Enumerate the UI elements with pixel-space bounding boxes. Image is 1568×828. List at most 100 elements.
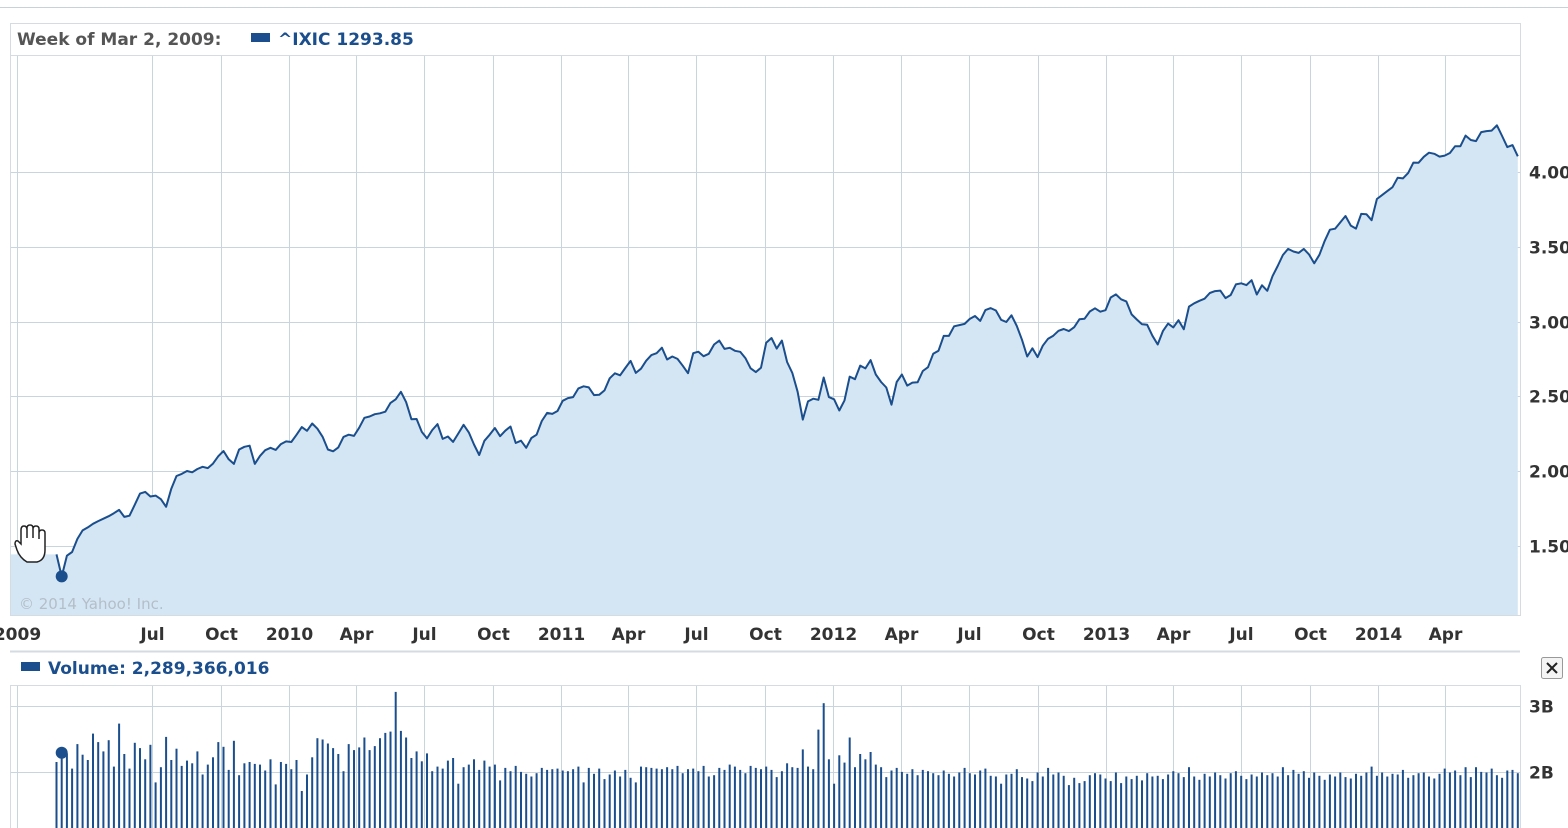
volume-bar: [754, 767, 757, 828]
volume-bar: [1193, 776, 1196, 828]
volume-bar: [770, 769, 773, 828]
volume-bar: [848, 737, 851, 828]
volume-bar: [300, 791, 303, 828]
volume-bar: [645, 767, 648, 828]
volume-bar: [1161, 779, 1164, 828]
volume-highlight-marker: [55, 746, 68, 759]
y-tick-label: 4.00: [1529, 164, 1568, 184]
volume-bar: [363, 737, 366, 828]
volume-bar: [1271, 773, 1274, 828]
volume-bar: [1516, 773, 1519, 828]
volume-bar: [1146, 773, 1149, 828]
volume-bar: [1041, 776, 1044, 828]
volume-bar: [1490, 768, 1493, 828]
volume-y-tick-label: 2B: [1529, 764, 1554, 784]
volume-bar: [493, 764, 496, 828]
volume-bar: [321, 739, 324, 828]
volume-bar: [535, 773, 538, 828]
close-volume-button[interactable]: [1541, 657, 1563, 679]
volume-bar: [713, 775, 716, 828]
volume-bar: [514, 765, 517, 828]
volume-bar: [613, 770, 616, 828]
volume-bar: [102, 751, 105, 828]
volume-bar: [1485, 772, 1488, 828]
volume-bar: [577, 766, 580, 828]
volume-bar: [749, 765, 752, 828]
volume-bar: [1229, 773, 1232, 828]
volume-bar: [499, 780, 502, 828]
x-tick-label: Jul: [956, 625, 981, 645]
volume-bar: [232, 740, 235, 828]
volume-bar: [1261, 772, 1263, 828]
volume-bar: [572, 769, 575, 828]
volume-bar: [201, 774, 204, 828]
volume-bar: [92, 733, 94, 828]
volume-bar: [984, 768, 987, 828]
volume-bar: [932, 773, 935, 828]
volume-bar: [1381, 772, 1384, 828]
price-panel[interactable]: Week of Mar 2, 2009: ^IXIC 1293.85 © 201…: [0, 23, 1568, 646]
volume-bar: [112, 766, 115, 828]
volume-bar: [1214, 772, 1217, 828]
volume-bar: [217, 742, 220, 828]
volume-bar: [807, 766, 809, 828]
y-tick-label: 1.50: [1529, 538, 1568, 558]
volume-bar: [666, 767, 669, 828]
volume-bar: [921, 769, 924, 828]
volume-bar: [337, 754, 340, 828]
volume-bar: [1120, 783, 1123, 828]
volume-bar: [874, 764, 877, 828]
y-tick-label: 3.50: [1529, 239, 1568, 259]
volume-bar: [86, 760, 89, 828]
volume-bar: [175, 748, 178, 828]
volume-bar: [760, 769, 762, 828]
volume-bar: [843, 762, 846, 828]
volume-bar: [285, 763, 288, 828]
volume-bar: [1067, 785, 1070, 828]
volume-bar: [1412, 775, 1415, 828]
volume-bar: [629, 777, 632, 828]
price-y-axis: 1.50 2.00 2.50 3.00 3.50 4.00: [1529, 164, 1568, 558]
volume-bar: [817, 729, 820, 828]
x-tick-label: Oct: [205, 625, 238, 645]
price-header-bar: [10, 23, 1521, 56]
close-icon[interactable]: [1546, 662, 1558, 674]
volume-bar: [525, 773, 528, 828]
volume-bar: [452, 758, 455, 828]
volume-bar: [598, 768, 601, 828]
volume-bar: [332, 748, 335, 828]
x-tick-label: Oct: [1294, 625, 1327, 645]
volume-bar: [65, 753, 68, 828]
volume-bar: [1469, 777, 1472, 828]
volume-bar: [1130, 779, 1133, 828]
week-label: Week of Mar 2, 2009:: [17, 30, 221, 50]
volume-bar: [1135, 775, 1138, 828]
volume-bar: [780, 771, 783, 828]
volume-y-tick-label: 3B: [1529, 698, 1554, 718]
volume-bar: [687, 769, 689, 828]
volume-bar: [186, 760, 188, 828]
x-tick-label: Jul: [139, 625, 164, 645]
volume-bar: [1375, 775, 1378, 828]
volume-bar: [144, 759, 147, 828]
price-area-fill: [11, 125, 1518, 616]
volume-bar: [1099, 774, 1102, 828]
volume-bar: [937, 775, 940, 828]
volume-bar: [1047, 767, 1050, 828]
volume-bar: [342, 771, 345, 828]
volume-bar: [624, 769, 627, 828]
volume-bar: [1240, 775, 1243, 828]
volume-bar: [306, 774, 308, 828]
volume-bar: [1203, 773, 1206, 828]
series-swatch: [251, 33, 270, 42]
volume-panel[interactable]: Volume: 2,289,366,016 2B 3B: [10, 650, 1563, 828]
volume-bar: [1422, 772, 1425, 828]
volume-bar: [634, 782, 637, 828]
volume-bar: [1349, 778, 1352, 828]
volume-bar: [681, 773, 684, 828]
volume-bar: [253, 763, 256, 828]
volume-bar: [979, 770, 982, 828]
volume-bar: [561, 770, 564, 828]
y-tick-label: 2.50: [1529, 388, 1568, 408]
x-tick-label: 2014: [1355, 625, 1402, 645]
